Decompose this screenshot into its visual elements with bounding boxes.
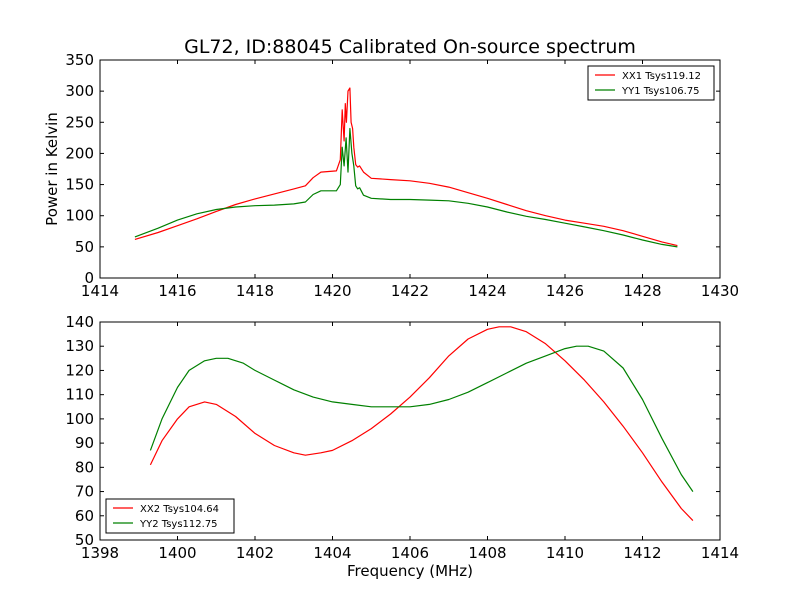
y-tick-label: 0 xyxy=(84,269,94,287)
y-tick-label: 50 xyxy=(75,531,94,549)
y-tick-label: 130 xyxy=(65,337,94,355)
x-tick-label: 1414 xyxy=(701,544,739,562)
series-line-xx1 xyxy=(134,87,678,247)
x-tick-label: 1404 xyxy=(313,544,351,562)
x-axis-label: Frequency (MHz) xyxy=(347,562,473,580)
y-tick-label: 120 xyxy=(65,361,94,379)
y-tick-label: 60 xyxy=(75,507,94,525)
y-tick-label: 80 xyxy=(75,458,94,476)
series-line-yy2 xyxy=(149,345,694,492)
bottom-plot-panel: 1398 1400 1402 1404 1406 1408 1410 1412 1414 50 60… xyxy=(65,313,739,562)
x-tick-label: 1400 xyxy=(158,544,196,562)
legend-box xyxy=(587,65,715,101)
x-tick-label: 1412 xyxy=(623,544,661,562)
x-tick-label: 1418 xyxy=(236,282,274,300)
chart-title: GL72, ID:88045 Calibrated On-source spec… xyxy=(184,36,636,58)
y-tick-label: 100 xyxy=(65,207,94,225)
y-tick-label: 300 xyxy=(65,82,94,100)
x-tick-label: 1424 xyxy=(468,282,506,300)
legend-entry-label: XX1 Tsys119.12 xyxy=(622,71,701,82)
x-tick-label: 1410 xyxy=(546,544,584,562)
x-tick-label: 1406 xyxy=(391,544,429,562)
y-tick-label: 50 xyxy=(75,238,94,256)
x-tick-label: 1408 xyxy=(468,544,506,562)
y-tick-label: 70 xyxy=(75,483,94,501)
x-tick-label: 1428 xyxy=(623,282,661,300)
y-tick-label: 100 xyxy=(65,410,94,428)
legend-entry-label: YY1 Tsys106.75 xyxy=(621,86,700,97)
x-tick-label: 1426 xyxy=(546,282,584,300)
x-tick-label: 1414 xyxy=(81,282,119,300)
y-axis-label: Power in Kelvin xyxy=(43,112,61,226)
legend-entry-label: XX2 Tsys104.64 xyxy=(140,504,219,515)
legend-box xyxy=(105,498,235,534)
x-tick-label: 1416 xyxy=(158,282,196,300)
y-tick-label: 110 xyxy=(65,386,94,404)
series-line-xx2 xyxy=(149,326,694,522)
legend: XX1 Tsys119.12 YY1 Tsys106.75 xyxy=(587,65,715,101)
x-tick-label: 1422 xyxy=(391,282,429,300)
x-tick-label: 1420 xyxy=(313,282,351,300)
x-tick-label: 1398 xyxy=(81,544,119,562)
legend: XX2 Tsys104.64 YY2 Tsys112.75 xyxy=(105,498,235,534)
y-tick-label: 350 xyxy=(65,51,94,69)
y-tick-label: 140 xyxy=(65,313,94,331)
legend-entry-label: YY2 Tsys112.75 xyxy=(139,519,218,530)
series-line-yy1 xyxy=(134,127,678,248)
x-tick-label: 1430 xyxy=(701,282,739,300)
y-tick-label: 90 xyxy=(75,434,94,452)
top-plot-panel: 1414 1416 1418 1420 1422 1424 1426 1428 1430 0 50 1… xyxy=(65,51,739,300)
y-tick-label: 200 xyxy=(65,144,94,162)
y-tick-label: 250 xyxy=(65,113,94,131)
y-tick-label: 150 xyxy=(65,176,94,194)
x-tick-label: 1402 xyxy=(236,544,274,562)
